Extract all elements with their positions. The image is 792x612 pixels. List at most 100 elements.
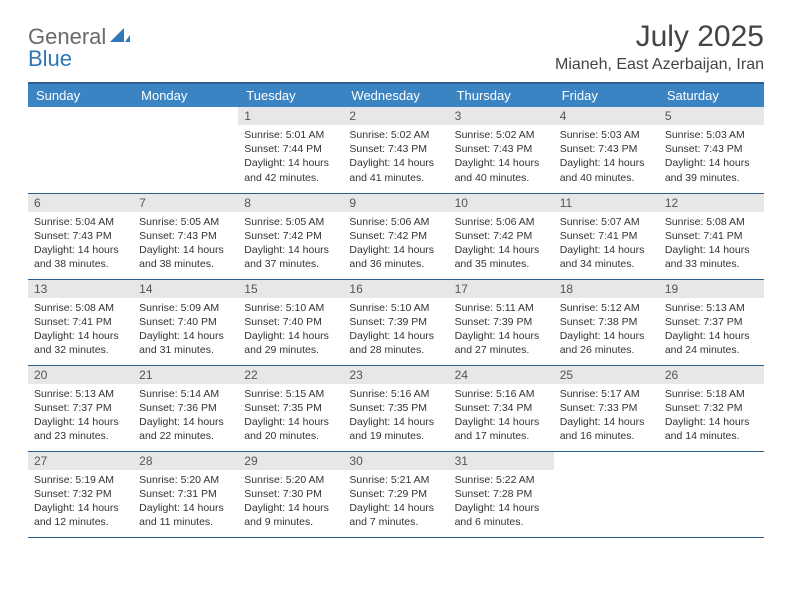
weekday-header: Saturday: [659, 83, 764, 107]
weekday-header: Sunday: [28, 83, 133, 107]
calendar-table: Sunday Monday Tuesday Wednesday Thursday…: [28, 82, 764, 538]
day-number: 26: [659, 366, 764, 384]
month-title: July 2025: [555, 20, 764, 54]
calendar-day-cell: 26Sunrise: 5:18 AMSunset: 7:32 PMDayligh…: [659, 365, 764, 451]
day-number: 12: [659, 194, 764, 212]
day-number: 18: [554, 280, 659, 298]
calendar-day-cell: [659, 451, 764, 537]
day-number: 7: [133, 194, 238, 212]
calendar-day-cell: 27Sunrise: 5:19 AMSunset: 7:32 PMDayligh…: [28, 451, 133, 537]
calendar-day-cell: 19Sunrise: 5:13 AMSunset: 7:37 PMDayligh…: [659, 279, 764, 365]
calendar-day-cell: 6Sunrise: 5:04 AMSunset: 7:43 PMDaylight…: [28, 193, 133, 279]
day-number: 14: [133, 280, 238, 298]
calendar-day-cell: 12Sunrise: 5:08 AMSunset: 7:41 PMDayligh…: [659, 193, 764, 279]
calendar-day-cell: 22Sunrise: 5:15 AMSunset: 7:35 PMDayligh…: [238, 365, 343, 451]
calendar-day-cell: 10Sunrise: 5:06 AMSunset: 7:42 PMDayligh…: [449, 193, 554, 279]
day-number: 1: [238, 107, 343, 125]
day-number: 22: [238, 366, 343, 384]
day-number: 31: [449, 452, 554, 470]
day-number: 21: [133, 366, 238, 384]
day-detail: Sunrise: 5:04 AMSunset: 7:43 PMDaylight:…: [28, 212, 133, 276]
day-number: 10: [449, 194, 554, 212]
day-number: 6: [28, 194, 133, 212]
calendar-day-cell: 15Sunrise: 5:10 AMSunset: 7:40 PMDayligh…: [238, 279, 343, 365]
calendar-week-row: 1Sunrise: 5:01 AMSunset: 7:44 PMDaylight…: [28, 107, 764, 193]
calendar-day-cell: 3Sunrise: 5:02 AMSunset: 7:43 PMDaylight…: [449, 107, 554, 193]
day-number: 30: [343, 452, 448, 470]
day-detail: Sunrise: 5:15 AMSunset: 7:35 PMDaylight:…: [238, 384, 343, 448]
calendar-day-cell: 17Sunrise: 5:11 AMSunset: 7:39 PMDayligh…: [449, 279, 554, 365]
day-number: 4: [554, 107, 659, 125]
day-detail: Sunrise: 5:12 AMSunset: 7:38 PMDaylight:…: [554, 298, 659, 362]
day-number: 29: [238, 452, 343, 470]
weekday-header-row: Sunday Monday Tuesday Wednesday Thursday…: [28, 83, 764, 107]
day-number: 8: [238, 194, 343, 212]
day-detail: Sunrise: 5:11 AMSunset: 7:39 PMDaylight:…: [449, 298, 554, 362]
calendar-day-cell: 1Sunrise: 5:01 AMSunset: 7:44 PMDaylight…: [238, 107, 343, 193]
logo-sail-icon: [110, 26, 130, 49]
day-number: 28: [133, 452, 238, 470]
calendar-day-cell: 7Sunrise: 5:05 AMSunset: 7:43 PMDaylight…: [133, 193, 238, 279]
day-detail: Sunrise: 5:07 AMSunset: 7:41 PMDaylight:…: [554, 212, 659, 276]
day-detail: Sunrise: 5:20 AMSunset: 7:30 PMDaylight:…: [238, 470, 343, 534]
day-number: 3: [449, 107, 554, 125]
day-detail: Sunrise: 5:02 AMSunset: 7:43 PMDaylight:…: [449, 125, 554, 189]
day-number: 9: [343, 194, 448, 212]
weekday-header: Tuesday: [238, 83, 343, 107]
day-detail: Sunrise: 5:13 AMSunset: 7:37 PMDaylight:…: [28, 384, 133, 448]
day-number: 15: [238, 280, 343, 298]
day-detail: Sunrise: 5:21 AMSunset: 7:29 PMDaylight:…: [343, 470, 448, 534]
day-detail: Sunrise: 5:08 AMSunset: 7:41 PMDaylight:…: [28, 298, 133, 362]
weekday-header: Wednesday: [343, 83, 448, 107]
weekday-header: Friday: [554, 83, 659, 107]
calendar-day-cell: 16Sunrise: 5:10 AMSunset: 7:39 PMDayligh…: [343, 279, 448, 365]
day-number: 11: [554, 194, 659, 212]
day-detail: Sunrise: 5:01 AMSunset: 7:44 PMDaylight:…: [238, 125, 343, 189]
calendar-day-cell: 9Sunrise: 5:06 AMSunset: 7:42 PMDaylight…: [343, 193, 448, 279]
day-number: 19: [659, 280, 764, 298]
calendar-day-cell: [133, 107, 238, 193]
day-detail: Sunrise: 5:14 AMSunset: 7:36 PMDaylight:…: [133, 384, 238, 448]
logo-text-blue: Blue: [28, 46, 72, 72]
day-number: 17: [449, 280, 554, 298]
calendar-day-cell: 11Sunrise: 5:07 AMSunset: 7:41 PMDayligh…: [554, 193, 659, 279]
weekday-header: Thursday: [449, 83, 554, 107]
calendar-day-cell: 2Sunrise: 5:02 AMSunset: 7:43 PMDaylight…: [343, 107, 448, 193]
day-detail: Sunrise: 5:19 AMSunset: 7:32 PMDaylight:…: [28, 470, 133, 534]
calendar-day-cell: 24Sunrise: 5:16 AMSunset: 7:34 PMDayligh…: [449, 365, 554, 451]
day-detail: Sunrise: 5:06 AMSunset: 7:42 PMDaylight:…: [449, 212, 554, 276]
day-number: 5: [659, 107, 764, 125]
calendar-day-cell: [28, 107, 133, 193]
title-block: July 2025 Mianeh, East Azerbaijan, Iran: [555, 20, 764, 74]
day-detail: Sunrise: 5:08 AMSunset: 7:41 PMDaylight:…: [659, 212, 764, 276]
day-number: 13: [28, 280, 133, 298]
calendar-day-cell: 21Sunrise: 5:14 AMSunset: 7:36 PMDayligh…: [133, 365, 238, 451]
location: Mianeh, East Azerbaijan, Iran: [555, 56, 764, 74]
calendar-day-cell: 20Sunrise: 5:13 AMSunset: 7:37 PMDayligh…: [28, 365, 133, 451]
calendar-day-cell: 8Sunrise: 5:05 AMSunset: 7:42 PMDaylight…: [238, 193, 343, 279]
calendar-day-cell: 28Sunrise: 5:20 AMSunset: 7:31 PMDayligh…: [133, 451, 238, 537]
calendar-day-cell: 4Sunrise: 5:03 AMSunset: 7:43 PMDaylight…: [554, 107, 659, 193]
calendar-day-cell: 31Sunrise: 5:22 AMSunset: 7:28 PMDayligh…: [449, 451, 554, 537]
day-detail: Sunrise: 5:18 AMSunset: 7:32 PMDaylight:…: [659, 384, 764, 448]
day-detail: Sunrise: 5:03 AMSunset: 7:43 PMDaylight:…: [659, 125, 764, 189]
calendar-week-row: 6Sunrise: 5:04 AMSunset: 7:43 PMDaylight…: [28, 193, 764, 279]
calendar-day-cell: 25Sunrise: 5:17 AMSunset: 7:33 PMDayligh…: [554, 365, 659, 451]
calendar-day-cell: 14Sunrise: 5:09 AMSunset: 7:40 PMDayligh…: [133, 279, 238, 365]
day-number: 24: [449, 366, 554, 384]
day-detail: Sunrise: 5:16 AMSunset: 7:35 PMDaylight:…: [343, 384, 448, 448]
day-detail: Sunrise: 5:02 AMSunset: 7:43 PMDaylight:…: [343, 125, 448, 189]
day-detail: Sunrise: 5:03 AMSunset: 7:43 PMDaylight:…: [554, 125, 659, 189]
calendar-week-row: 27Sunrise: 5:19 AMSunset: 7:32 PMDayligh…: [28, 451, 764, 537]
day-number: 23: [343, 366, 448, 384]
day-number: 27: [28, 452, 133, 470]
calendar-day-cell: 30Sunrise: 5:21 AMSunset: 7:29 PMDayligh…: [343, 451, 448, 537]
day-number: 16: [343, 280, 448, 298]
day-number: 20: [28, 366, 133, 384]
calendar-day-cell: 13Sunrise: 5:08 AMSunset: 7:41 PMDayligh…: [28, 279, 133, 365]
day-number: 25: [554, 366, 659, 384]
day-number: 2: [343, 107, 448, 125]
day-detail: Sunrise: 5:05 AMSunset: 7:43 PMDaylight:…: [133, 212, 238, 276]
day-detail: Sunrise: 5:22 AMSunset: 7:28 PMDaylight:…: [449, 470, 554, 534]
day-detail: Sunrise: 5:16 AMSunset: 7:34 PMDaylight:…: [449, 384, 554, 448]
